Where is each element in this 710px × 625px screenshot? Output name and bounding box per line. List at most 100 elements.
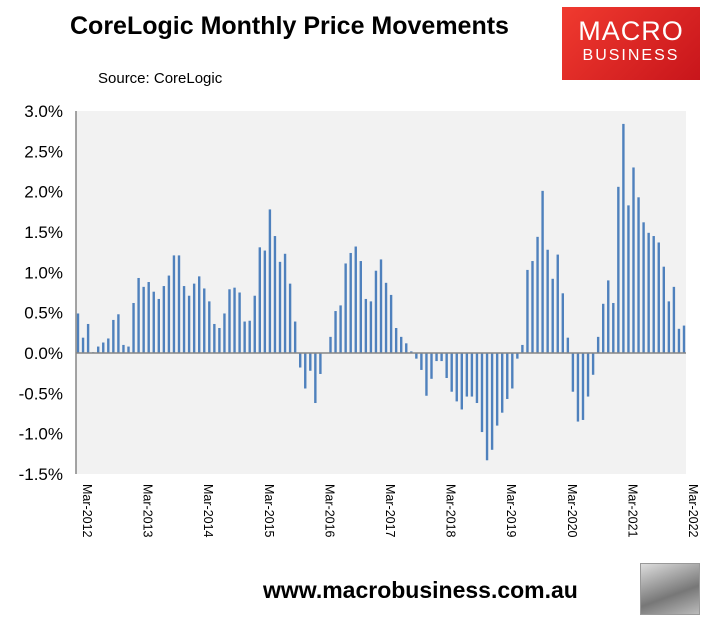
bar — [314, 353, 317, 404]
bar — [672, 286, 676, 353]
y-tick-label: 2.0% — [24, 183, 63, 202]
bar — [76, 313, 80, 353]
bar — [182, 286, 186, 353]
bar — [339, 305, 342, 353]
bar — [415, 353, 418, 359]
bar — [647, 232, 650, 353]
bar — [172, 255, 176, 353]
bar — [667, 301, 671, 353]
y-tick-label: 3.0% — [24, 102, 63, 121]
bar — [359, 261, 362, 353]
y-tick-label: 1.0% — [24, 263, 63, 282]
bar — [192, 283, 196, 353]
bar — [334, 311, 337, 353]
bar — [354, 246, 357, 353]
bar — [127, 346, 130, 353]
logo-line2: BUSINESS — [582, 47, 680, 64]
bar — [450, 353, 453, 392]
bar — [253, 295, 256, 353]
bar — [228, 289, 231, 353]
x-tick-label: Mar-2018 — [444, 484, 458, 538]
footer-url: www.macrobusiness.com.au — [263, 577, 578, 603]
bar — [485, 353, 489, 461]
x-tick-label: Mar-2017 — [383, 484, 397, 538]
bar — [632, 167, 635, 353]
bar — [223, 313, 226, 353]
bar — [490, 353, 494, 450]
bar — [157, 298, 160, 353]
y-tick-label: -1.0% — [19, 425, 63, 444]
x-tick-label: Mar-2019 — [504, 484, 518, 538]
x-tick-label: Mar-2015 — [262, 484, 276, 538]
bar — [384, 282, 388, 353]
bar — [541, 190, 544, 353]
bar — [596, 336, 600, 353]
bar — [405, 343, 408, 353]
bar — [566, 337, 570, 353]
bar — [576, 353, 580, 422]
bar — [591, 353, 595, 375]
bar — [273, 236, 277, 353]
y-tick-label: 0.5% — [24, 304, 63, 323]
bar — [526, 269, 529, 353]
y-tick-label: 2.5% — [24, 142, 63, 161]
y-tick-label: 1.5% — [24, 223, 63, 242]
bar — [516, 353, 519, 359]
bar — [132, 302, 135, 353]
bar — [435, 353, 438, 362]
bar — [657, 242, 660, 353]
bar — [607, 280, 610, 353]
x-tick-label: Mar-2021 — [625, 484, 639, 538]
bar — [288, 283, 292, 353]
bar — [551, 278, 554, 353]
bar — [440, 353, 443, 362]
bar — [602, 303, 605, 353]
bar — [263, 250, 267, 353]
bar — [475, 353, 479, 404]
bar — [581, 353, 585, 420]
bar — [329, 336, 332, 353]
bar — [117, 314, 120, 353]
bar — [511, 353, 514, 389]
bar — [506, 353, 509, 399]
bar — [556, 254, 559, 353]
bar — [521, 344, 524, 353]
bar — [374, 270, 378, 353]
y-tick-label: -1.5% — [19, 465, 63, 484]
bar — [97, 346, 100, 353]
bar — [198, 276, 201, 353]
macrobusiness-logo: MACRO BUSINESS — [562, 7, 700, 80]
bar — [304, 353, 307, 389]
bar — [662, 266, 665, 353]
bar — [102, 342, 105, 353]
bar — [233, 287, 236, 353]
bar — [445, 353, 448, 379]
bar — [420, 353, 423, 370]
bar — [617, 186, 620, 353]
bar — [258, 247, 261, 353]
bar — [112, 319, 115, 353]
bar — [531, 261, 534, 353]
bar — [394, 327, 398, 353]
bar — [642, 222, 645, 353]
bar — [460, 353, 463, 410]
bar — [561, 293, 564, 353]
bar — [400, 336, 403, 353]
bar — [430, 353, 433, 379]
y-tick-label: -0.5% — [19, 384, 63, 403]
bar — [612, 302, 615, 353]
bar — [682, 325, 686, 353]
bar — [293, 321, 297, 353]
bar — [122, 344, 125, 353]
bar — [203, 288, 206, 353]
bar — [495, 353, 499, 426]
bar — [86, 323, 90, 353]
logo-line1: MACRO — [578, 16, 684, 46]
bar — [243, 321, 246, 353]
bar — [162, 286, 166, 353]
bar — [187, 295, 191, 353]
x-tick-label: Mar-2022 — [686, 484, 700, 538]
bar — [319, 353, 322, 374]
x-tick-label: Mar-2012 — [80, 484, 94, 538]
